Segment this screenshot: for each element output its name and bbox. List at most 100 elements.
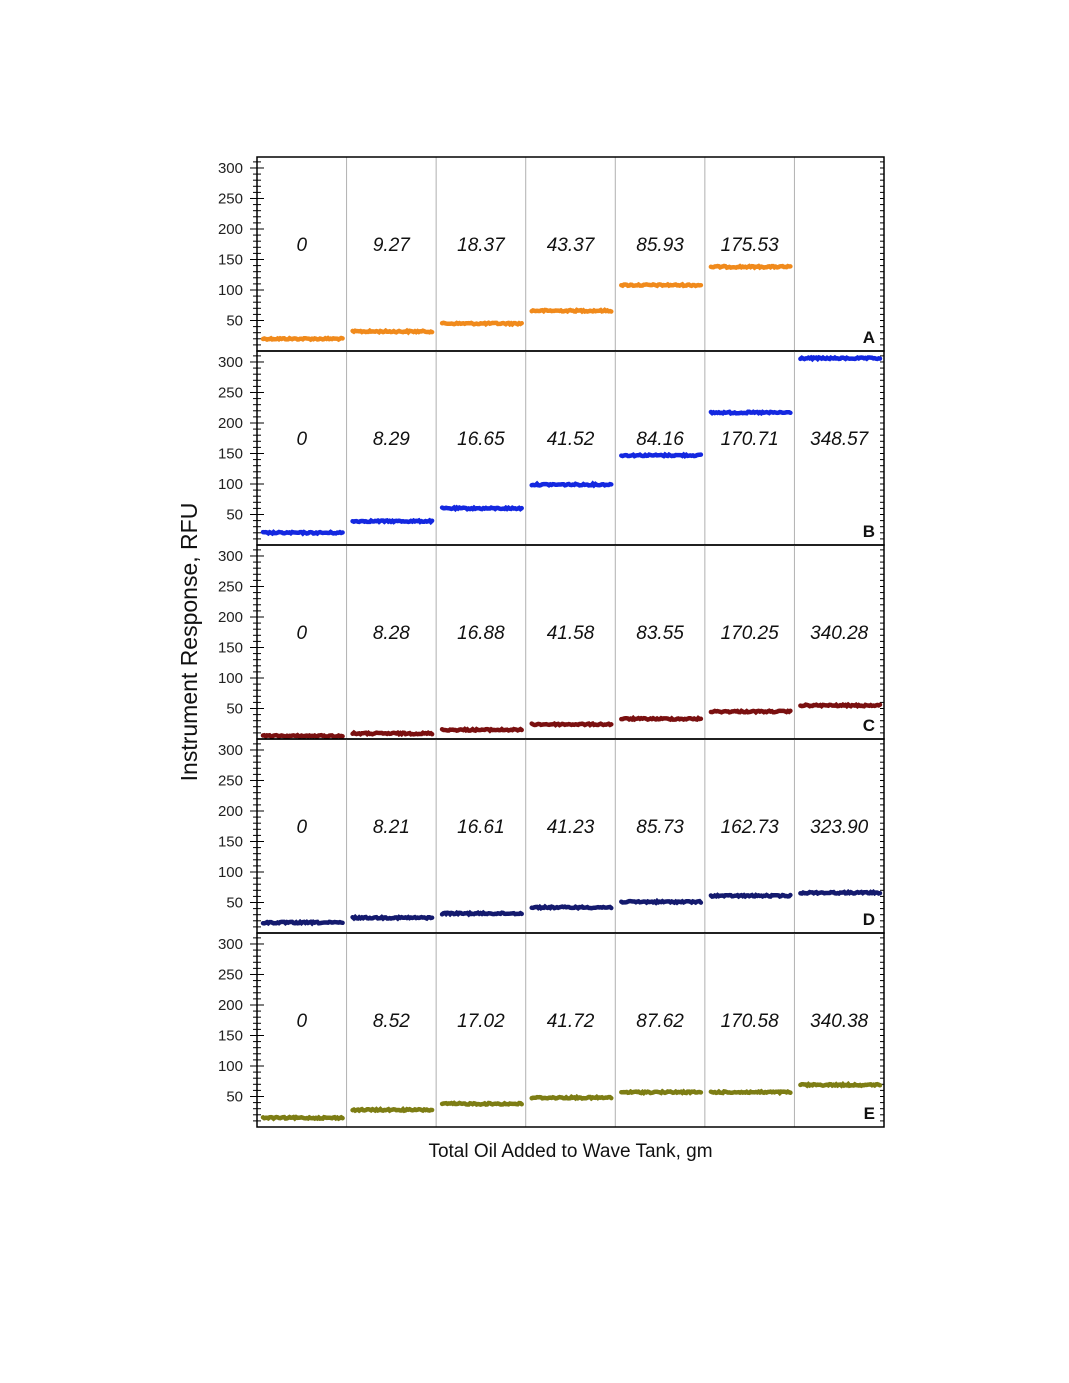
oil-added-label: 41.58 bbox=[547, 623, 595, 644]
response-trace bbox=[798, 701, 883, 710]
panel-d: 50 100 150 200 250 300 0 8.21 16.61 41.23 85.73 162… bbox=[218, 738, 885, 934]
panel-letter: C bbox=[863, 716, 875, 735]
response-trace bbox=[529, 480, 614, 489]
response-trace bbox=[619, 451, 704, 460]
oil-added-label: 8.29 bbox=[373, 429, 410, 450]
response-trace bbox=[708, 892, 793, 900]
response-trace bbox=[260, 335, 345, 343]
response-trace bbox=[260, 529, 345, 537]
oil-added-label: 83.55 bbox=[636, 623, 684, 644]
y-tick-label: 300 bbox=[218, 354, 243, 371]
response-trace bbox=[529, 307, 614, 315]
y-axis-title: Instrument Response, RFU bbox=[176, 503, 202, 782]
y-tick-label: 200 bbox=[218, 609, 243, 626]
oil-added-label: 162.73 bbox=[721, 817, 780, 838]
y-tick-label: 150 bbox=[218, 1027, 243, 1044]
panel-letter: B bbox=[863, 522, 875, 541]
y-tick-label: 200 bbox=[218, 415, 243, 432]
oil-added-label: 41.52 bbox=[547, 429, 595, 450]
y-tick-label: 150 bbox=[218, 639, 243, 656]
y-tick-label: 100 bbox=[218, 864, 243, 881]
response-trace bbox=[439, 726, 524, 734]
response-trace bbox=[439, 1100, 524, 1108]
oil-added-label: 340.28 bbox=[810, 623, 869, 644]
oil-added-label: 85.73 bbox=[636, 817, 684, 838]
oil-added-label: 17.02 bbox=[457, 1011, 505, 1032]
response-trace bbox=[350, 517, 435, 526]
oil-added-label: 323.90 bbox=[810, 817, 869, 838]
oil-added-label: 0 bbox=[296, 235, 307, 256]
oil-added-label: 348.57 bbox=[810, 429, 870, 450]
oil-added-label: 8.28 bbox=[373, 623, 410, 644]
response-trace bbox=[260, 732, 345, 740]
response-trace bbox=[708, 409, 793, 417]
oil-added-label: 0 bbox=[296, 429, 307, 450]
response-trace bbox=[350, 327, 435, 336]
y-tick-label: 300 bbox=[218, 548, 243, 565]
y-tick-label: 250 bbox=[218, 578, 243, 595]
response-trace bbox=[350, 729, 435, 738]
oil-added-label: 170.58 bbox=[721, 1011, 780, 1032]
panel-letter: E bbox=[864, 1104, 875, 1123]
y-tick-label: 150 bbox=[218, 833, 243, 850]
response-trace bbox=[619, 281, 704, 289]
oil-added-label: 85.93 bbox=[636, 235, 684, 256]
y-tick-label: 300 bbox=[218, 742, 243, 759]
oil-added-label: 0 bbox=[296, 817, 307, 838]
response-trace bbox=[708, 708, 793, 716]
oil-added-label: 0 bbox=[296, 623, 307, 644]
oil-added-label: 9.27 bbox=[373, 235, 411, 256]
response-trace bbox=[529, 1093, 614, 1102]
oil-added-label: 87.62 bbox=[636, 1011, 684, 1032]
y-tick-label: 50 bbox=[226, 312, 243, 329]
oil-added-label: 170.25 bbox=[721, 623, 780, 644]
oil-added-label: 43.37 bbox=[547, 235, 596, 256]
oil-added-label: 8.21 bbox=[373, 817, 410, 838]
y-tick-label: 300 bbox=[218, 936, 243, 953]
oil-added-label: 8.52 bbox=[373, 1011, 410, 1032]
y-tick-label: 300 bbox=[218, 160, 243, 177]
response-trace bbox=[350, 913, 435, 922]
oil-added-label: 16.88 bbox=[457, 623, 505, 644]
y-tick-label: 150 bbox=[218, 251, 243, 268]
y-tick-label: 250 bbox=[218, 966, 243, 983]
response-trace bbox=[439, 909, 524, 918]
oil-added-label: 175.53 bbox=[721, 235, 780, 256]
y-tick-label: 250 bbox=[218, 772, 243, 789]
y-tick-label: 150 bbox=[218, 445, 243, 462]
oil-added-label: 16.61 bbox=[457, 817, 505, 838]
response-trace bbox=[798, 1080, 883, 1089]
y-tick-label: 50 bbox=[226, 1088, 243, 1105]
y-tick-label: 100 bbox=[218, 1058, 243, 1075]
y-tick-label: 250 bbox=[218, 190, 243, 207]
panel-letter: A bbox=[863, 328, 875, 347]
oil-added-label: 41.72 bbox=[547, 1011, 595, 1032]
response-trace bbox=[350, 1105, 435, 1114]
response-trace bbox=[529, 720, 614, 728]
panels: 50 100 150 200 250 300 0 9.27 18.37 43.37 85.93 175… bbox=[218, 156, 885, 1128]
panel-frame bbox=[256, 932, 885, 1128]
response-trace bbox=[260, 1114, 345, 1122]
oil-added-label: 41.23 bbox=[547, 817, 595, 838]
oil-added-label: 170.71 bbox=[721, 429, 779, 450]
response-trace bbox=[619, 1088, 704, 1096]
oil-added-label: 84.16 bbox=[636, 429, 684, 450]
y-tick-label: 100 bbox=[218, 476, 243, 493]
panel-b: 50 100 150 200 250 300 0 8.29 16.65 41.52 84.16 170… bbox=[218, 350, 885, 546]
oil-added-label: 340.38 bbox=[810, 1011, 869, 1032]
oil-added-label: 16.65 bbox=[457, 429, 505, 450]
panel-a: 50 100 150 200 250 300 0 9.27 18.37 43.37 85.93 175… bbox=[218, 156, 885, 352]
y-tick-label: 200 bbox=[218, 221, 243, 238]
panel-letter: D bbox=[863, 910, 875, 929]
y-tick-label: 200 bbox=[218, 997, 243, 1014]
panel-c: 50 100 150 200 250 300 0 8.28 16.88 41.58 83.55 170… bbox=[218, 544, 885, 740]
x-axis-title: Total Oil Added to Wave Tank, gm bbox=[428, 1141, 712, 1162]
response-trace bbox=[619, 714, 704, 723]
response-trace bbox=[708, 263, 793, 271]
y-tick-label: 100 bbox=[218, 282, 243, 299]
oil-added-label: 0 bbox=[296, 1011, 307, 1032]
response-trace bbox=[798, 889, 883, 897]
y-tick-label: 50 bbox=[226, 894, 243, 911]
panel-e: 50 100 150 200 250 300 0 8.52 17.02 41.72 87.62 170… bbox=[218, 932, 885, 1128]
